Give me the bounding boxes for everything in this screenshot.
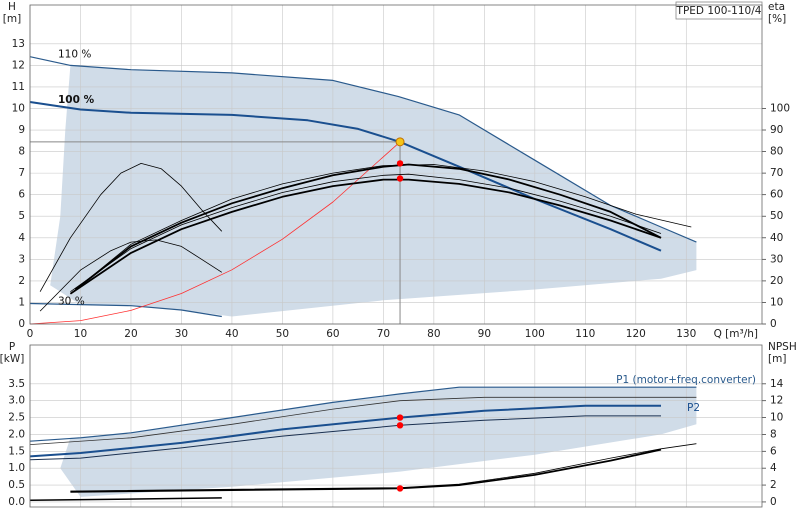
operating-point [396,422,404,429]
y2-axis-label: eta [768,1,785,13]
y2-tick-label: 0 [770,496,777,508]
x-axis-label: Q [m³/h] [714,328,758,340]
curve [29,56,697,243]
y-tick-label: 2.0 [8,428,25,440]
curve [69,178,662,295]
y2-axis-label: NPSH [768,341,797,353]
y2-tick-label: 2 [770,479,777,491]
y2-tick-label: 12 [770,395,783,407]
y-tick-label: 3.0 [8,395,25,407]
curve-label: P2 [687,402,700,414]
plot-frame [29,344,763,508]
curve [70,164,692,295]
y-tick-label: 1.5 [8,445,25,457]
curve [70,173,662,293]
y-tick-label: 2.5 [8,412,25,424]
curve [70,443,697,492]
curve [29,497,222,502]
y-tick-label: 7 [18,167,25,179]
curve [29,396,697,445]
y-axis-label: H [8,1,16,13]
y-axis-label: [m] [3,13,21,25]
chart-title: TPED 100-110/4 [676,5,762,17]
operating-point [395,137,405,147]
x-tick-label: 10 [74,328,87,340]
y-axis-label: P [9,341,15,353]
plot-frame [29,4,763,325]
y-tick-label: 0 [18,318,25,330]
y-tick-label: 8 [18,146,25,158]
x-tick-label: 100 [525,328,545,340]
y2-tick-label: 0 [770,318,777,330]
y-tick-label: 4 [18,232,25,244]
x-tick-label: 0 [27,328,34,340]
operating-point [396,414,404,421]
y2-tick-label: 80 [770,146,783,158]
curve [29,404,661,458]
y2-axis-label: [m] [768,353,786,365]
x-tick-label: 90 [478,328,491,340]
x-tick-label: 40 [225,328,238,340]
curve-label: 100 % [58,94,95,106]
x-tick-label: 60 [326,328,339,340]
curve-label: 110 % [58,49,91,61]
x-tick-label: 70 [377,328,390,340]
curve-label: P1 (motor+freq.converter) [616,374,756,386]
y2-tick-label: 10 [770,412,783,424]
operating-point [396,175,404,182]
y-tick-label: 10 [12,102,25,114]
y2-axis-label: [%] [768,13,786,25]
y-tick-label: 1.0 [8,462,25,474]
x-tick-label: 30 [175,328,188,340]
y2-tick-label: 100 [770,102,790,114]
y-tick-label: 1 [18,296,25,308]
curve [70,448,662,493]
curve [39,239,223,312]
y-tick-label: 3.5 [8,378,25,390]
x-tick-label: 130 [676,328,696,340]
y-axis-label: [kW] [0,353,24,365]
curve [29,386,697,442]
y2-tick-label: 60 [770,189,783,201]
y-tick-label: 0.0 [8,496,25,508]
operating-point [396,485,404,492]
y2-tick-label: 90 [770,124,783,136]
x-tick-label: 50 [276,328,289,340]
y-tick-label: 12 [12,59,25,71]
y-tick-label: 5 [18,210,25,222]
y-tick-label: 2 [18,275,25,287]
x-tick-label: 80 [427,328,440,340]
curve [74,163,662,291]
y2-tick-label: 6 [770,445,777,457]
y-tick-label: 6 [18,189,25,201]
y2-tick-label: 4 [770,462,777,474]
x-tick-label: 120 [626,328,646,340]
curve [29,415,661,461]
y2-tick-label: 30 [770,253,783,265]
curve [39,163,223,292]
curve [29,302,222,318]
operating-region [60,387,697,497]
y-tick-label: 3 [18,253,25,265]
y2-tick-label: 10 [770,296,783,308]
y2-tick-label: 50 [770,210,783,222]
x-tick-label: 110 [575,328,595,340]
y2-tick-label: 20 [770,275,783,287]
y2-tick-label: 70 [770,167,783,179]
y-tick-label: 9 [18,124,25,136]
curve [29,101,662,252]
curve [29,141,401,325]
y-tick-label: 13 [12,38,25,50]
y2-tick-label: 8 [770,428,777,440]
curve-label: 30 % [58,296,85,308]
y-tick-label: 11 [12,81,25,93]
operating-point [396,160,404,167]
x-tick-label: 20 [124,328,137,340]
y-tick-label: 0.5 [8,479,25,491]
y2-tick-label: 14 [770,378,784,390]
y2-tick-label: 40 [770,232,783,244]
